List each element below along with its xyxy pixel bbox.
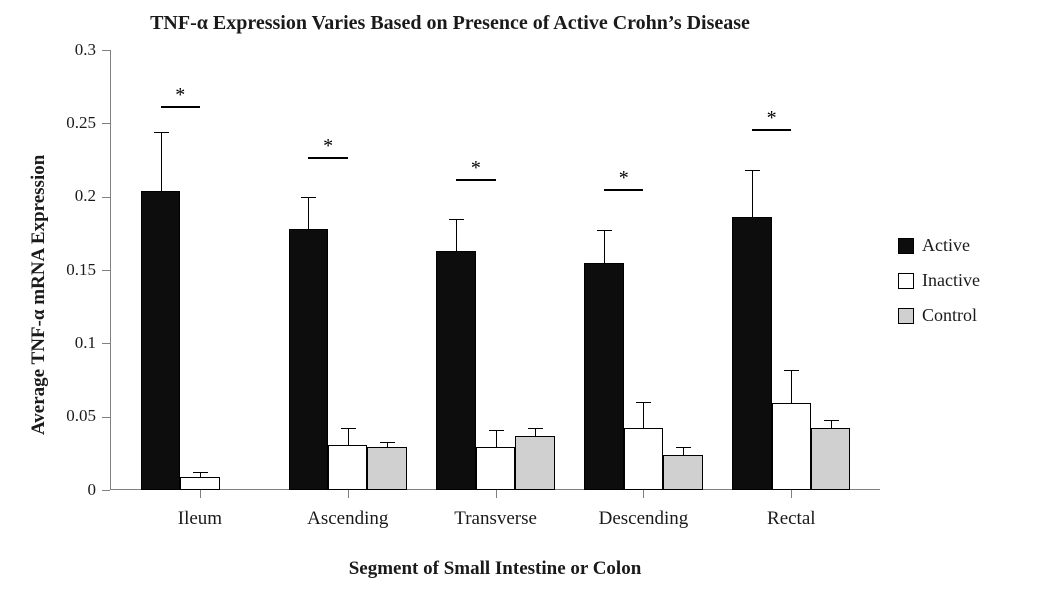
error-bar <box>308 197 309 229</box>
y-tick-label: 0.1 <box>40 333 96 353</box>
error-cap <box>636 402 651 403</box>
error-cap <box>489 430 504 431</box>
x-axis-label: Segment of Small Intestine or Colon <box>110 558 880 580</box>
error-bar <box>456 219 457 251</box>
category-label: Ascending <box>274 508 422 530</box>
x-tick <box>791 490 792 498</box>
bar <box>732 217 771 490</box>
legend-label: Control <box>922 305 977 326</box>
bar <box>180 477 219 490</box>
error-cap <box>676 447 691 448</box>
error-cap <box>597 230 612 231</box>
bar <box>663 455 702 490</box>
error-bar <box>496 430 497 448</box>
legend-item: Inactive <box>898 270 980 291</box>
y-tick <box>102 490 110 491</box>
x-tick <box>200 490 201 498</box>
y-tick-label: 0.25 <box>40 113 96 133</box>
y-tick <box>102 270 110 271</box>
error-cap <box>193 472 208 473</box>
y-tick-label: 0.15 <box>40 260 96 280</box>
legend-item: Active <box>898 235 980 256</box>
x-tick <box>643 490 644 498</box>
y-tick <box>102 417 110 418</box>
category-label: Transverse <box>422 508 570 530</box>
chart-title: TNF-α Expression Varies Based on Presenc… <box>0 12 900 35</box>
error-cap <box>824 420 839 421</box>
error-bar <box>161 132 162 191</box>
bar <box>515 436 554 490</box>
bar <box>367 447 406 490</box>
y-tick <box>102 123 110 124</box>
significance-star: * <box>170 84 190 107</box>
legend-swatch <box>898 308 914 324</box>
y-tick-label: 0 <box>40 480 96 500</box>
legend-swatch <box>898 273 914 289</box>
significance-star: * <box>318 135 338 158</box>
y-tick-label: 0.3 <box>40 40 96 60</box>
legend-item: Control <box>898 305 980 326</box>
legend-label: Active <box>922 235 970 256</box>
y-axis-line <box>110 50 111 490</box>
bar <box>476 447 515 490</box>
bar <box>436 251 475 490</box>
bar <box>584 263 623 490</box>
significance-star: * <box>614 167 634 190</box>
plot-area: 00.050.10.150.20.250.3IleumAscendingTran… <box>110 50 880 490</box>
error-bar <box>831 420 832 429</box>
x-tick <box>496 490 497 498</box>
category-label: Descending <box>570 508 718 530</box>
bar <box>141 191 180 490</box>
x-tick <box>348 490 349 498</box>
category-label: Rectal <box>717 508 865 530</box>
error-cap <box>154 132 169 133</box>
bar <box>289 229 328 490</box>
bar <box>328 445 367 490</box>
legend-label: Inactive <box>922 270 980 291</box>
figure: TNF-α Expression Varies Based on Presenc… <box>0 0 1050 595</box>
error-bar <box>683 447 684 454</box>
error-bar <box>348 428 349 444</box>
error-bar <box>643 402 644 428</box>
error-cap <box>745 170 760 171</box>
error-cap <box>528 428 543 429</box>
category-label: Ileum <box>126 508 274 530</box>
error-cap <box>341 428 356 429</box>
bar <box>772 403 811 490</box>
legend: Active Inactive Control <box>898 235 980 340</box>
error-bar <box>535 428 536 435</box>
y-tick-label: 0.05 <box>40 406 96 426</box>
y-tick <box>102 343 110 344</box>
error-bar <box>791 370 792 404</box>
error-cap <box>784 370 799 371</box>
error-bar <box>752 170 753 217</box>
significance-star: * <box>762 107 782 130</box>
error-cap <box>380 442 395 443</box>
significance-star: * <box>466 157 486 180</box>
bar <box>624 428 663 490</box>
y-tick-label: 0.2 <box>40 186 96 206</box>
y-tick <box>102 197 110 198</box>
y-tick <box>102 50 110 51</box>
error-cap <box>449 219 464 220</box>
error-cap <box>301 197 316 198</box>
error-bar <box>604 230 605 262</box>
legend-swatch <box>898 238 914 254</box>
bar <box>811 428 850 490</box>
